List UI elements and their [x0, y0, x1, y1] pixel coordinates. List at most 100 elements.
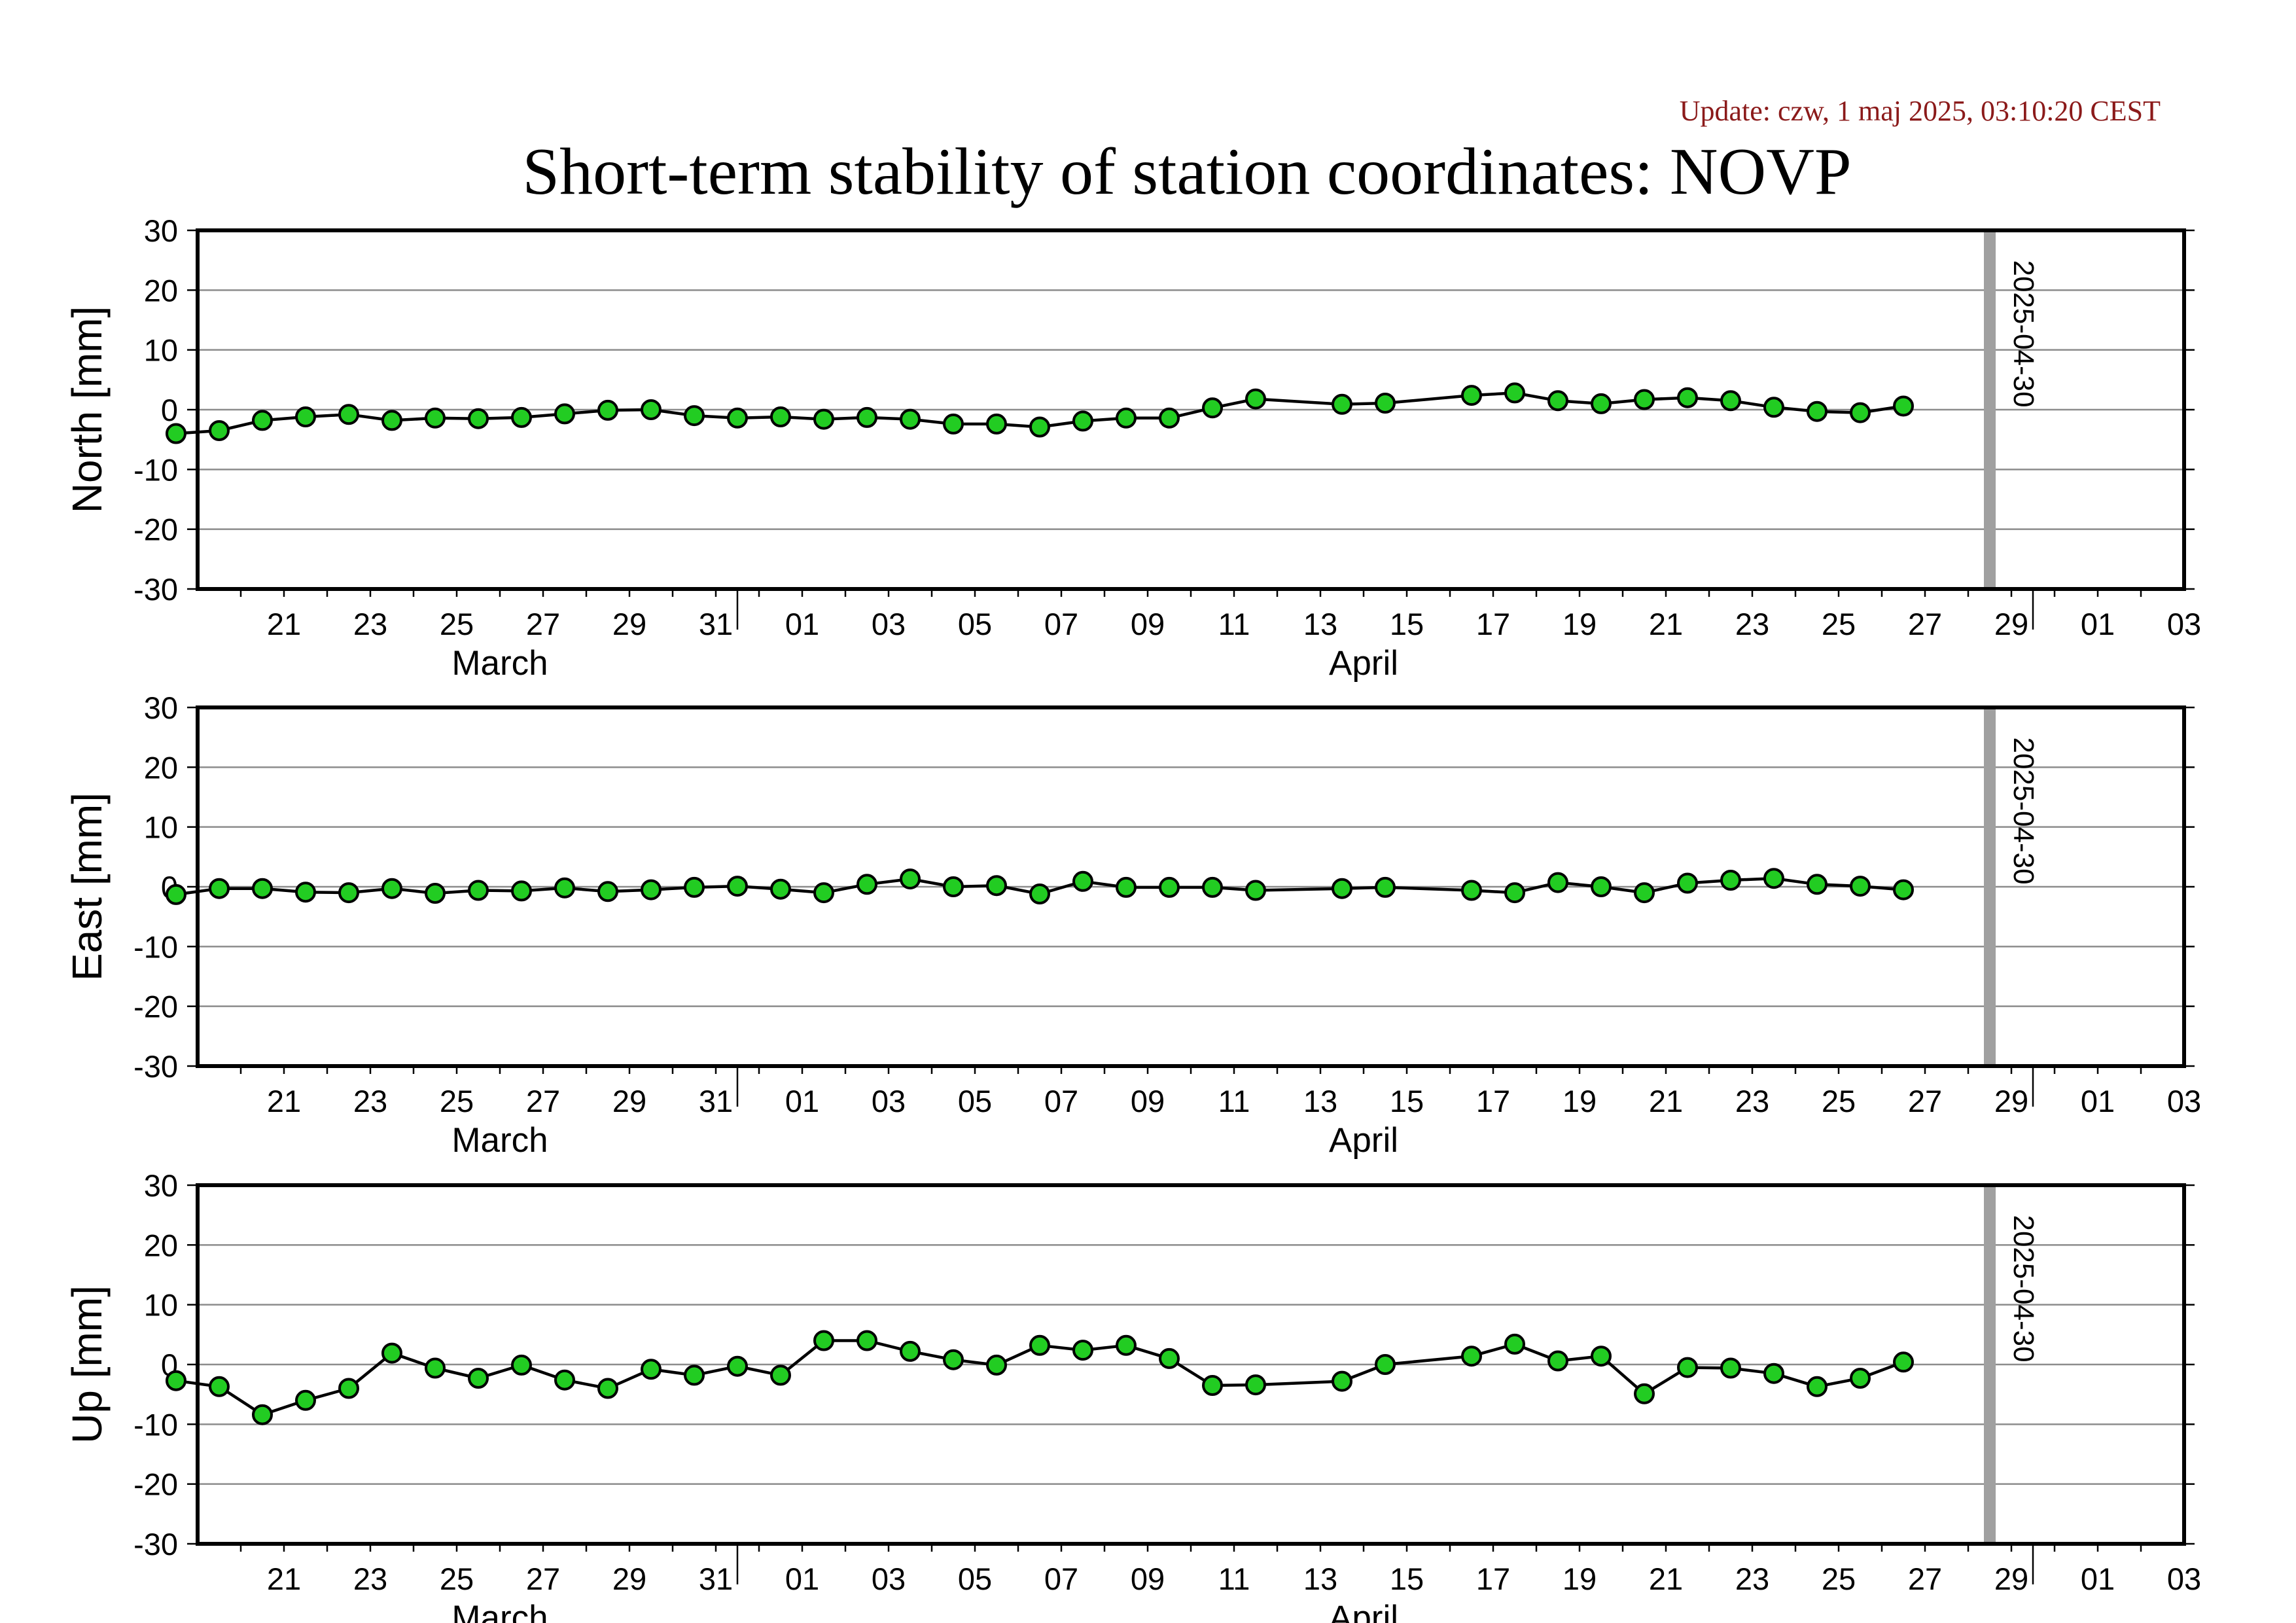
x-tick-label: 29	[1994, 1084, 2028, 1118]
data-point	[381, 878, 402, 899]
y-tick-label: 30	[144, 690, 178, 725]
reference-date-label: 2025-04-30	[2007, 260, 2040, 407]
data-point	[1202, 397, 1223, 419]
data-point	[1763, 1363, 1784, 1384]
data-point	[943, 1349, 964, 1370]
x-tick-label: 25	[1822, 1084, 1856, 1118]
data-point	[1072, 870, 1093, 892]
x-tick-label: 11	[1218, 1561, 1250, 1596]
y-tick-label: -30	[133, 572, 178, 607]
x-tick-label: 25	[440, 607, 474, 641]
x-tick-label: 05	[958, 607, 992, 641]
x-tick-label: 15	[1390, 1084, 1424, 1118]
x-tick-label: 07	[1044, 1561, 1078, 1596]
data-point	[1116, 876, 1137, 898]
x-tick-label: 27	[526, 1084, 560, 1118]
data-point	[1375, 1354, 1396, 1375]
data-point	[1763, 868, 1784, 889]
x-tick-label: 01	[2081, 607, 2115, 641]
data-point	[1893, 879, 1914, 901]
y-tick-label: 30	[144, 213, 178, 248]
data-point	[684, 1364, 705, 1386]
x-tick-label: 03	[2167, 607, 2201, 641]
update-timestamp: Update: czw, 1 maj 2025, 03:10:20 CEST	[1680, 95, 2161, 127]
data-point	[166, 1370, 186, 1391]
data-point	[1504, 1333, 1525, 1355]
data-point	[727, 1355, 748, 1377]
data-point	[1029, 883, 1050, 904]
data-point	[554, 877, 575, 899]
x-tick-label: 23	[353, 1084, 387, 1118]
data-point	[1461, 385, 1482, 406]
data-point	[597, 399, 618, 421]
data-point	[1677, 1357, 1698, 1378]
data-point	[1159, 876, 1180, 898]
x-tick-label: 25	[1822, 1561, 1856, 1596]
x-tick-label: 03	[872, 1561, 906, 1596]
x-tick-label: 09	[1131, 1561, 1165, 1596]
data-point	[468, 880, 489, 901]
y-tick-label: 20	[144, 1228, 178, 1262]
data-point	[209, 1376, 230, 1397]
data-point	[1547, 390, 1568, 412]
x-tick-label: 21	[267, 607, 301, 641]
y-tick-label: -20	[133, 512, 178, 547]
data-point	[1072, 410, 1093, 432]
month-label: March	[451, 644, 548, 683]
y-tick-label: -10	[133, 1407, 178, 1442]
x-tick-label: 29	[612, 1084, 646, 1118]
x-tick-label: 11	[1218, 607, 1250, 641]
x-tick-label: 21	[1649, 607, 1683, 641]
data-point	[770, 878, 791, 900]
data-point	[986, 875, 1007, 897]
data-point	[1720, 870, 1741, 891]
x-tick-label: 01	[785, 1561, 819, 1596]
data-point	[943, 876, 964, 897]
data-point	[1202, 876, 1223, 898]
x-tick-label: 13	[1303, 1084, 1337, 1118]
data-point	[857, 406, 877, 428]
data-point	[1116, 407, 1137, 429]
y-axis-label: Up [mm]	[63, 1285, 111, 1444]
data-point	[986, 413, 1007, 435]
x-tick-label: 03	[2167, 1084, 2201, 1118]
chart-title: Short-term stability of station coordina…	[522, 135, 1851, 209]
data-point	[425, 407, 446, 429]
y-tick-label: -10	[133, 452, 178, 487]
data-point	[209, 420, 230, 441]
y-axis-label: East [mm]	[63, 793, 111, 981]
data-point	[511, 880, 532, 902]
data-point	[727, 407, 748, 429]
x-tick-label: 27	[1908, 607, 1942, 641]
y-tick-label: -30	[133, 1527, 178, 1561]
data-point	[381, 410, 402, 431]
data-point	[1677, 872, 1698, 894]
data-point	[684, 876, 705, 898]
reference-date-label: 2025-04-30	[2007, 737, 2040, 884]
data-point	[1029, 416, 1050, 438]
data-point	[1504, 882, 1525, 904]
x-tick-label: 21	[1649, 1084, 1683, 1118]
x-tick-label: 11	[1218, 1084, 1250, 1118]
plot-frame	[196, 1183, 2186, 1546]
data-point	[1677, 387, 1698, 408]
panel-1: 30 20 10 0 -10 -20 -30 North [mm] 21 23 25 27 29 31 01…	[63, 213, 2201, 683]
x-tick-label: 03	[872, 607, 906, 641]
data-point	[813, 408, 834, 430]
y-tick-label: 0	[161, 393, 178, 427]
y-tick-label: 30	[144, 1168, 178, 1203]
y-tick-label: 10	[144, 1288, 178, 1323]
data-point	[1807, 401, 1828, 422]
x-tick-label: 27	[1908, 1561, 1942, 1596]
x-tick-label: 25	[440, 1084, 474, 1118]
data-point	[1375, 876, 1396, 898]
data-point	[1375, 393, 1396, 414]
y-axis-label: North [mm]	[63, 306, 111, 513]
x-tick-label: 19	[1563, 1084, 1597, 1118]
month-label: April	[1329, 644, 1398, 683]
panels: 30 20 10 0 -10 -20 -30 North [mm] 21 23 25 27 29 31 01…	[63, 213, 2201, 1623]
data-point	[1807, 1376, 1828, 1397]
data-point	[425, 883, 446, 904]
data-point	[1461, 880, 1482, 901]
